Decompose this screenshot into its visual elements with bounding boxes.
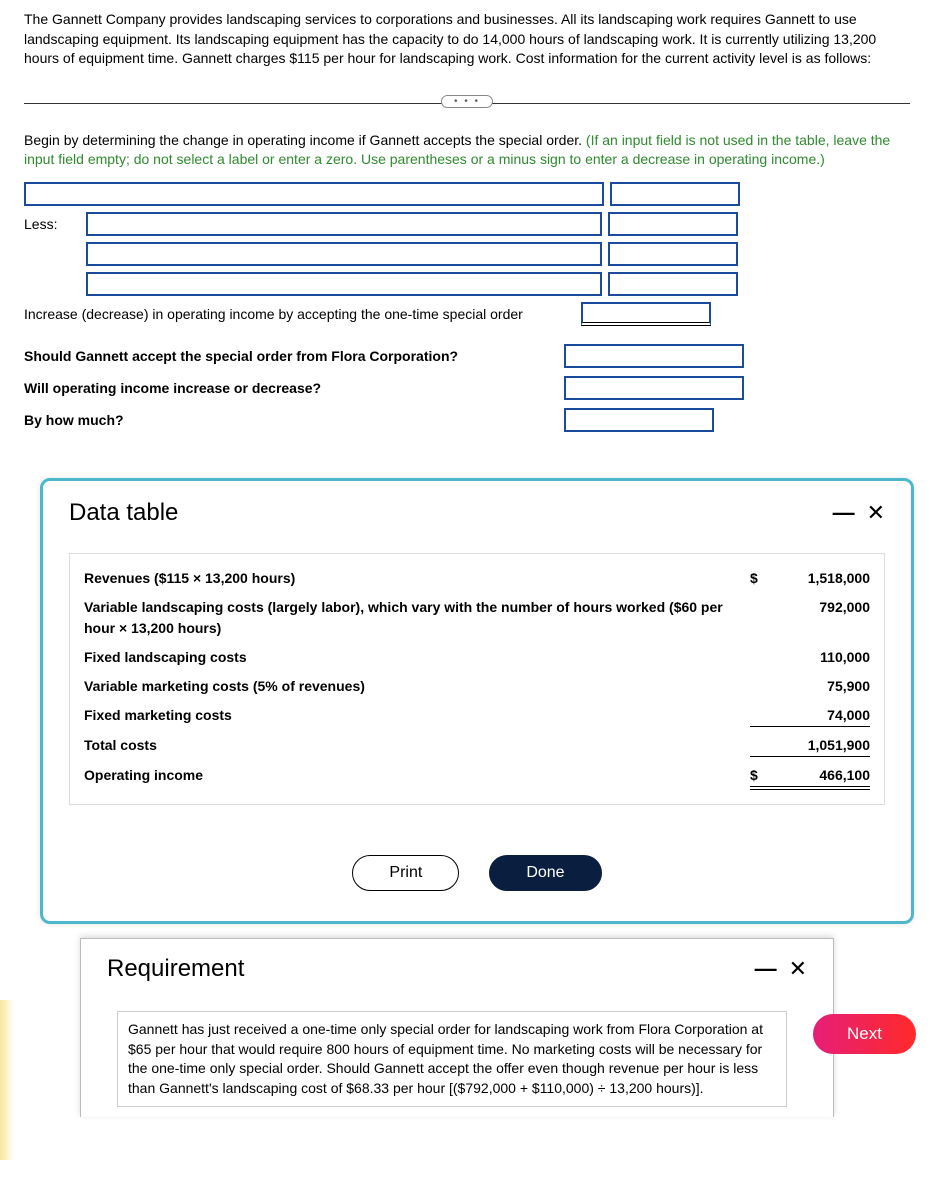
question-2-input[interactable] bbox=[564, 376, 744, 400]
result-label: Increase (decrease) in operating income … bbox=[24, 306, 523, 322]
row4-value-input[interactable] bbox=[608, 272, 738, 296]
divider-dots-icon[interactable]: • • • bbox=[441, 95, 493, 108]
question-2-label: Will operating income increase or decrea… bbox=[24, 380, 554, 396]
data-row: Variable landscaping costs (largely labo… bbox=[84, 593, 870, 643]
requirement-body: Gannett has just received a one-time onl… bbox=[117, 1011, 787, 1107]
data-row: Operating income$466,100 bbox=[84, 761, 870, 794]
data-row: Fixed landscaping costs110,000 bbox=[84, 643, 870, 672]
intro-paragraph: The Gannett Company provides landscaping… bbox=[24, 10, 910, 69]
left-highlight bbox=[0, 1000, 14, 1160]
done-button[interactable]: Done bbox=[489, 855, 601, 891]
data-row-label: Variable marketing costs (5% of revenues… bbox=[84, 676, 750, 697]
data-row: Total costs1,051,900 bbox=[84, 731, 870, 761]
row3-label-input[interactable] bbox=[86, 242, 602, 266]
data-row-value: $466,100 bbox=[750, 765, 870, 790]
data-row-value: 74,000 bbox=[750, 705, 870, 727]
question-3-input[interactable] bbox=[564, 408, 714, 432]
row1-label-input[interactable] bbox=[24, 182, 604, 206]
data-table-body: Revenues ($115 × 13,200 hours)$1,518,000… bbox=[69, 553, 885, 805]
input-grid: Less: Increase (decrease) in operating i… bbox=[24, 182, 910, 326]
data-row-value: 792,000 bbox=[750, 597, 870, 618]
req-close-icon[interactable]: ✕ bbox=[789, 956, 807, 982]
data-row-value: $1,518,000 bbox=[750, 568, 870, 589]
data-row-value: 75,900 bbox=[750, 676, 870, 697]
row2-label-input[interactable] bbox=[86, 212, 602, 236]
data-row-label: Operating income bbox=[84, 765, 750, 786]
instruction-black: Begin by determining the change in opera… bbox=[24, 132, 586, 148]
question-1-label: Should Gannett accept the special order … bbox=[24, 348, 554, 364]
data-row-label: Fixed landscaping costs bbox=[84, 647, 750, 668]
data-row-value: 1,051,900 bbox=[750, 735, 870, 757]
row1-value-input[interactable] bbox=[610, 182, 740, 206]
data-row: Variable marketing costs (5% of revenues… bbox=[84, 672, 870, 701]
questions-block: Should Gannett accept the special order … bbox=[24, 344, 910, 432]
result-value-input[interactable] bbox=[581, 302, 711, 326]
data-row-label: Revenues ($115 × 13,200 hours) bbox=[84, 568, 750, 589]
requirement-modal: Requirement — ✕ Gannett has just receive… bbox=[80, 938, 834, 1117]
next-button[interactable]: Next bbox=[813, 1014, 916, 1054]
requirement-title: Requirement bbox=[107, 955, 244, 983]
req-minimize-icon[interactable]: — bbox=[755, 956, 775, 982]
row2-value-input[interactable] bbox=[608, 212, 738, 236]
less-label: Less: bbox=[24, 216, 80, 232]
data-row: Fixed marketing costs74,000 bbox=[84, 701, 870, 731]
data-row: Revenues ($115 × 13,200 hours)$1,518,000 bbox=[84, 564, 870, 593]
section-divider: • • • bbox=[24, 93, 910, 113]
question-3-label: By how much? bbox=[24, 412, 554, 428]
minimize-icon[interactable]: — bbox=[833, 500, 853, 526]
data-row-label: Fixed marketing costs bbox=[84, 705, 750, 726]
close-icon[interactable]: ✕ bbox=[867, 500, 885, 526]
row3-value-input[interactable] bbox=[608, 242, 738, 266]
data-row-value: 110,000 bbox=[750, 647, 870, 668]
instruction-text: Begin by determining the change in opera… bbox=[24, 131, 910, 170]
print-button[interactable]: Print bbox=[352, 855, 459, 891]
question-1-input[interactable] bbox=[564, 344, 744, 368]
data-row-label: Total costs bbox=[84, 735, 750, 756]
data-table-modal: Data table — ✕ Revenues ($115 × 13,200 h… bbox=[40, 478, 914, 924]
data-table-title: Data table bbox=[69, 499, 178, 527]
data-row-label: Variable landscaping costs (largely labo… bbox=[84, 597, 750, 639]
row4-label-input[interactable] bbox=[86, 272, 602, 296]
